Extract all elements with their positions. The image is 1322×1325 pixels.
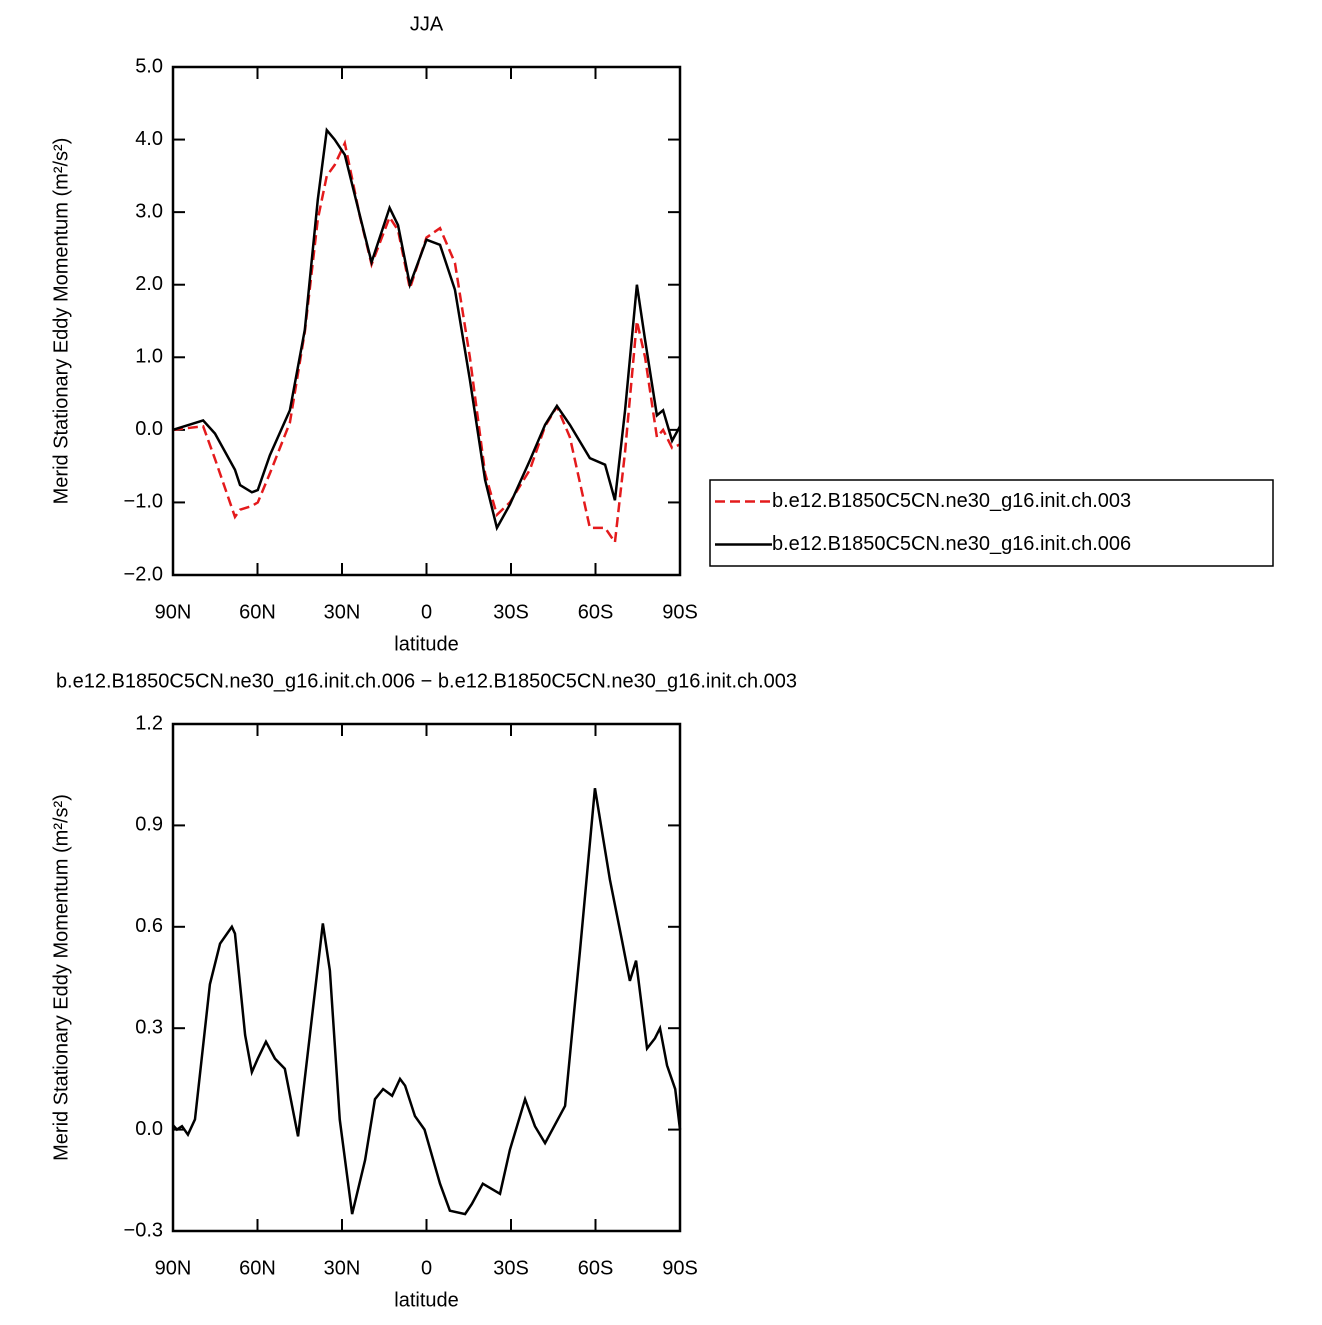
x-tick-label: 30S (493, 1257, 529, 1279)
y-axis-label: Merid Stationary Eddy Momentum (m²/s²) (50, 794, 72, 1161)
y-tick-label: 0.3 (135, 1016, 163, 1038)
x-tick-label: 30N (324, 1257, 361, 1279)
x-tick-label: 60S (578, 1257, 614, 1279)
legend-label: b.e12.B1850C5CN.ne30_g16.init.ch.006 (772, 533, 1131, 555)
x-axis-label: latitude (394, 633, 459, 655)
y-tick-label: 3.0 (135, 200, 163, 222)
data-line (172, 788, 682, 1216)
y-tick-label: 0.6 (135, 915, 163, 937)
legend-box (709, 479, 1274, 567)
data-line (172, 127, 682, 532)
y-tick-label: −1.0 (124, 491, 163, 513)
y-tick-label: 1.2 (135, 712, 163, 734)
x-tick-label: 60N (239, 1257, 276, 1279)
chart-title: JJA (410, 13, 444, 35)
y-tick-label: 2.0 (135, 273, 163, 295)
y-tick-label: −0.3 (124, 1219, 163, 1241)
x-axis-label: latitude (394, 1289, 459, 1311)
y-tick-label: 0.9 (135, 814, 163, 836)
y-axis-label: Merid Stationary Eddy Momentum (m²/s²) (50, 138, 72, 505)
x-tick-label: 0 (421, 1257, 432, 1279)
x-tick-label: 90N (155, 1257, 192, 1279)
x-tick-label: 0 (421, 601, 432, 623)
x-tick-label: 60N (239, 601, 276, 623)
x-tick-label: 90S (662, 601, 698, 623)
y-tick-label: −2.0 (124, 563, 163, 585)
x-tick-label: 90N (155, 601, 192, 623)
x-tick-label: 90S (662, 1257, 698, 1279)
y-tick-label: 0.0 (135, 1118, 163, 1140)
y-tick-label: 5.0 (135, 55, 163, 77)
y-tick-label: 0.0 (135, 418, 163, 440)
x-tick-label: 30S (493, 601, 529, 623)
y-tick-label: 1.0 (135, 346, 163, 368)
chart-title: b.e12.B1850C5CN.ne30_g16.init.ch.006 − b… (56, 670, 797, 692)
y-tick-label: 4.0 (135, 128, 163, 150)
plot-frame (171, 65, 682, 577)
data-line (172, 139, 681, 546)
x-tick-label: 60S (578, 601, 614, 623)
legend-label: b.e12.B1850C5CN.ne30_g16.init.ch.003 (772, 490, 1131, 512)
x-tick-label: 30N (324, 601, 361, 623)
plot-frame (171, 722, 682, 1233)
